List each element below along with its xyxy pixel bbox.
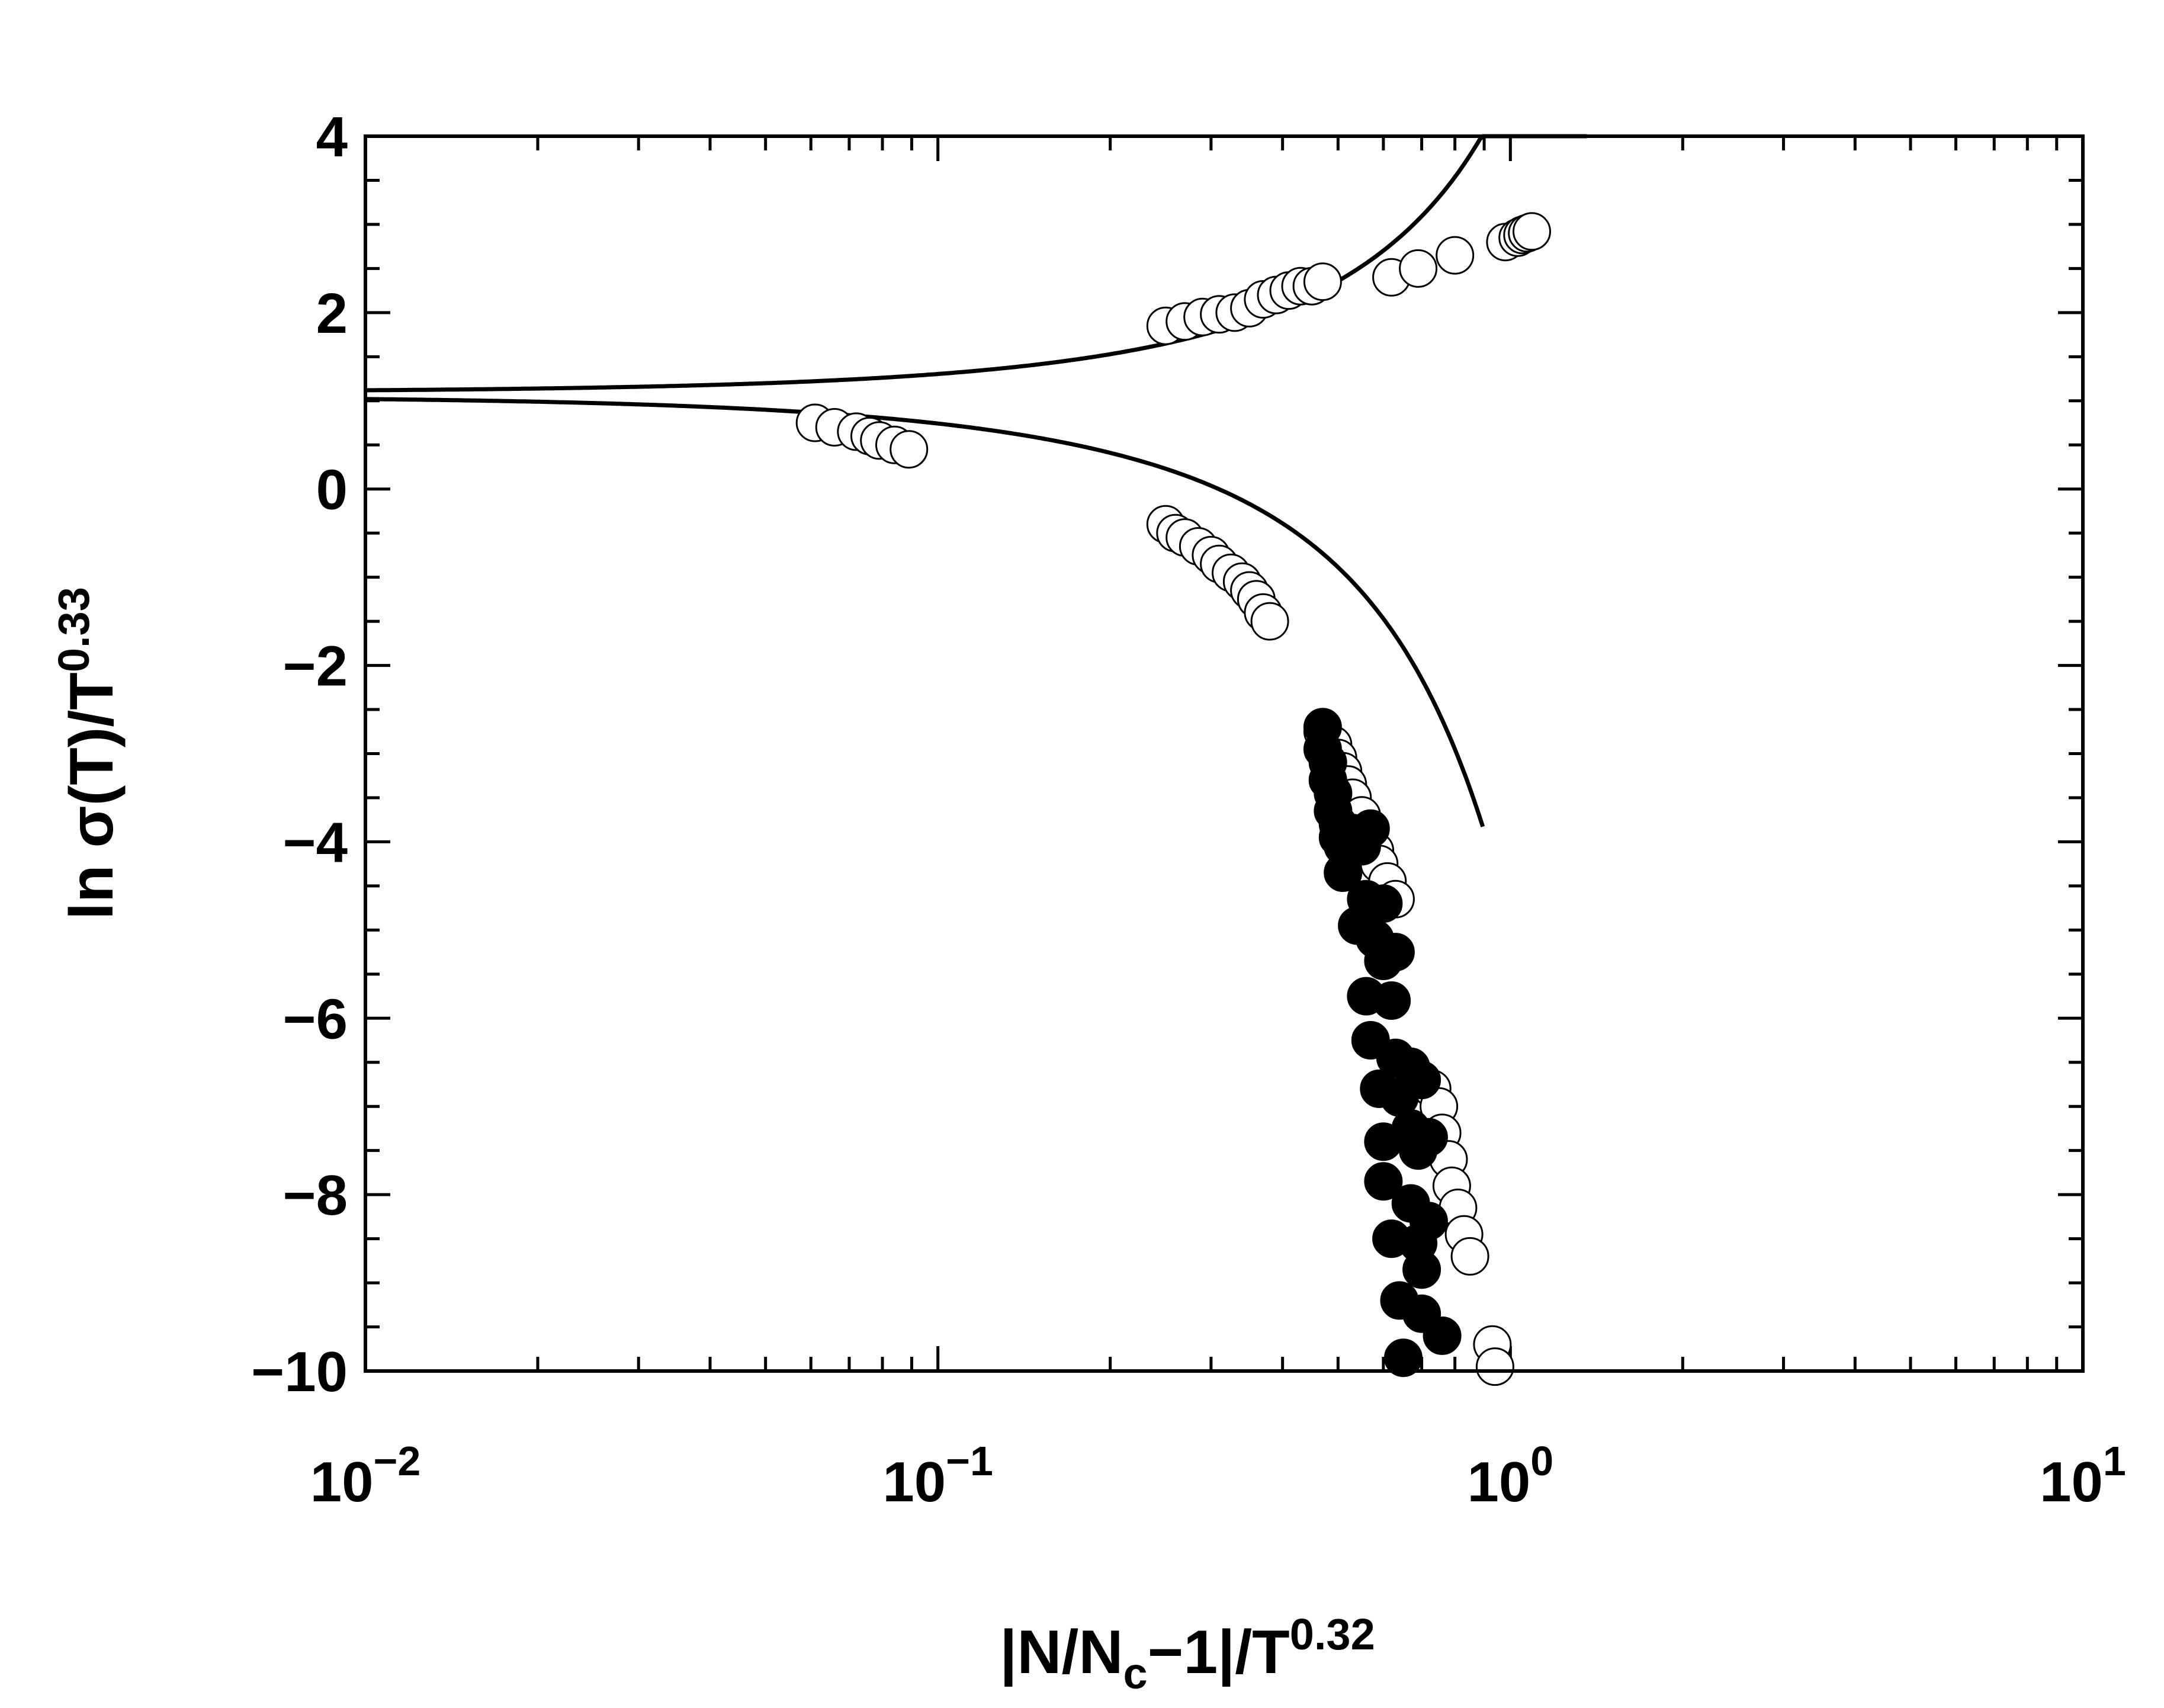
- tick-marks: [365, 134, 2083, 1373]
- filled-data-point: [1399, 1131, 1438, 1170]
- y-tick-label: −2: [283, 635, 348, 698]
- open-data-point: [1475, 1347, 1514, 1386]
- y-tick-label: −8: [283, 1164, 348, 1227]
- filled-data-point: [1384, 1338, 1423, 1378]
- filled-data-point: [1324, 853, 1363, 892]
- filled-data-point: [1372, 981, 1411, 1020]
- y-tick-label: 4: [316, 105, 348, 169]
- filled-data-point: [1364, 1162, 1403, 1201]
- filled-data-point: [1402, 1250, 1441, 1289]
- x-tick-label: 10−2: [310, 1438, 421, 1514]
- filled-data-point: [1376, 933, 1415, 972]
- filled-data-point: [1423, 1316, 1462, 1355]
- x-tick-label: 101: [2040, 1438, 2126, 1514]
- lower-fit-curve: [365, 397, 1485, 827]
- upper-fit-curve: [365, 134, 1587, 393]
- y-tick-label: −10: [251, 1340, 348, 1404]
- x-axis-title: |N/Nc−1|/T0.32: [1000, 1610, 1375, 1698]
- open-data-point: [1250, 602, 1289, 641]
- open-data-point: [1450, 1237, 1489, 1276]
- open-data-point: [1303, 262, 1342, 301]
- filled-data-point: [1351, 809, 1390, 848]
- open-data-point: [1436, 236, 1475, 275]
- plot-frame: [364, 134, 2085, 1373]
- x-tick-label: 100: [1467, 1438, 1553, 1514]
- open-data-point: [1513, 212, 1551, 251]
- filled-data-point: [1402, 1061, 1441, 1099]
- open-data-point: [890, 430, 929, 469]
- y-tick-label: −4: [283, 811, 348, 874]
- y-tick-labels: 4 2 0 −2 −4 −6 −8 −10: [251, 105, 348, 1404]
- x-tick-label: 10−1: [882, 1438, 993, 1514]
- y-tick-label: −6: [283, 987, 348, 1051]
- fit-curves: [365, 134, 1587, 827]
- open-data-point: [1399, 249, 1438, 288]
- y-tick-label: 2: [316, 282, 348, 345]
- y-tick-label: 0: [316, 458, 348, 522]
- y-axis-title: ln σ(T)/T0.33: [49, 587, 126, 920]
- x-tick-labels: 10−2 10−1 100 101: [310, 1438, 2126, 1514]
- data-points: [795, 212, 1551, 1386]
